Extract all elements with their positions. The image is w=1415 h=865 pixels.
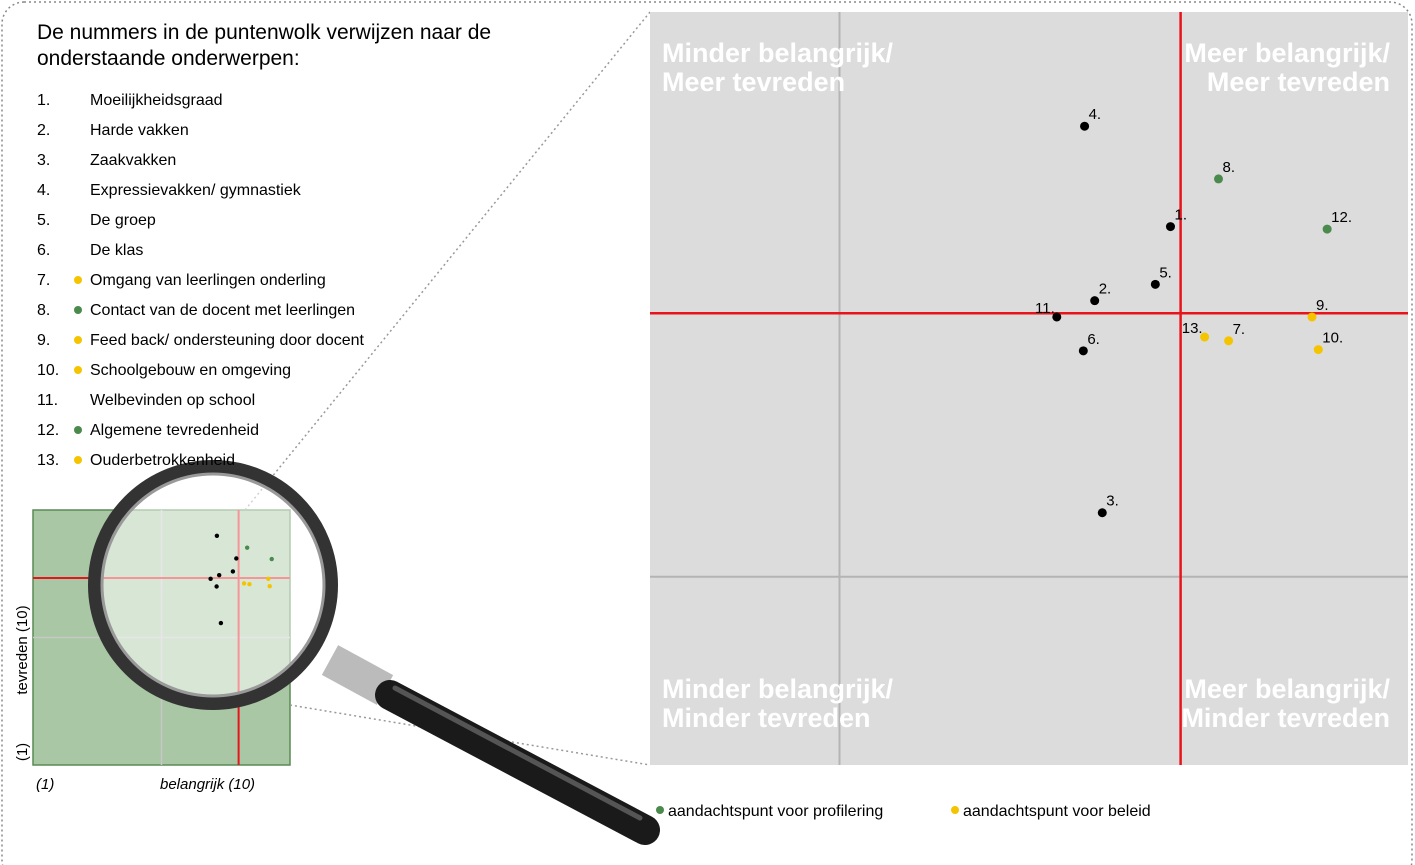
quadrant-label: Meer tevreden [1207,67,1390,97]
topic-number: 1. [37,92,50,109]
topic-text: Omgang van leerlingen onderling [90,272,326,289]
point-label: 2. [1099,281,1112,298]
magnifier-handle-shine [395,688,640,818]
point-label: 6. [1087,331,1100,348]
overview-point [270,557,274,561]
overview-point [245,545,249,549]
topic-number: 5. [37,212,50,229]
topic-text: Contact van de docent met leerlingen [90,302,355,319]
quadrant-label: Meer belangrijk/ [1184,674,1390,704]
topic-text: Algemene tevredenheid [90,422,259,439]
point-label: 4. [1089,106,1102,123]
overview-point [219,621,223,625]
topic-bullet [74,276,82,284]
point-label: 5. [1159,264,1172,281]
x-axis-label: (1) [36,776,54,793]
overview-point [231,569,235,573]
overview-point [215,534,219,538]
topic-number: 11. [37,392,58,409]
overview-point [247,582,251,586]
magnifier-handle [390,695,645,830]
topic-text: Feed back/ ondersteuning door docent [90,332,365,349]
topic-text: Welbevinden op school [90,392,255,409]
topic-list: 1. Moeilijkheidsgraad 2. Harde vakken 3. Zaak… [37,92,365,469]
zoom-line [245,12,650,510]
overview-point [234,556,238,560]
topic-number: 9. [37,332,50,349]
overview-point [217,573,221,577]
point-label: 7. [1233,321,1246,338]
point-label: 12. [1331,209,1352,226]
quadrant-label: Minder tevreden [1181,703,1390,733]
topic-text: Ouderbetrokkenheid [90,452,235,469]
overview-point [268,584,272,588]
topic-number: 4. [37,182,50,199]
topic-number: 8. [37,302,50,319]
topic-text: Zaakvakken [90,152,176,169]
topic-text: Harde vakken [90,122,189,139]
topic-text: Moeilijkheidsgraad [90,92,223,109]
topic-text: Expressievakken/ gymnastiek [90,182,302,199]
legend: aandachtspunt voor profilering aandachtsp… [656,803,1151,820]
x-axis-label: belangrijk (10) [160,776,255,793]
quadrant-label: Minder tevreden [662,703,871,733]
legend-marker [656,806,664,814]
topic-bullet [74,426,82,434]
topic-number: 6. [37,242,50,259]
page: tevreden (10) (1) (1) belangrijk (10) Minde… [0,0,1415,865]
legend-label: aandachtspunt voor profilering [668,803,883,820]
topic-number: 3. [37,152,50,169]
magnifier-collar [330,660,385,690]
y-axis-label: tevreden (10) [14,605,31,694]
topic-bullet [74,366,82,374]
overview-point [214,584,218,588]
canvas: tevreden (10) (1) (1) belangrijk (10) Minde… [0,0,1415,865]
overview-point [208,577,212,581]
topic-bullet [74,456,82,464]
overview-point [242,581,246,585]
topic-number: 13. [37,452,59,469]
topic-text: De klas [90,242,143,259]
topic-number: 7. [37,272,50,289]
topic-text: Schoolgebouw en omgeving [90,362,291,379]
topic-bullet [74,336,82,344]
legend-label: aandachtspunt voor beleid [963,803,1151,820]
overview-point [266,577,270,581]
topic-number: 2. [37,122,50,139]
quadrant-label: Minder belangrijk/ [662,674,894,704]
point-label: 10. [1322,330,1343,347]
y-axis-label: (1) [14,743,31,761]
topic-number: 10. [37,362,59,379]
topic-bullet [74,306,82,314]
legend-marker [951,806,959,814]
point-label: 1. [1174,207,1187,224]
point-label: 3. [1106,493,1119,510]
quadrant-label: Minder belangrijk/ [662,38,894,68]
point-label: 8. [1223,159,1236,176]
point-label: 11. [1035,300,1055,317]
topic-number: 12. [37,422,59,439]
point-label: 13. [1182,320,1203,337]
quadrant-label: Meer belangrijk/ [1184,38,1390,68]
point-label: 9. [1316,297,1329,314]
intro: De nummers in de puntenwolk verwijzen na… [37,20,582,72]
quadrant-label: Meer tevreden [662,67,845,97]
plot-area [650,12,1408,765]
topic-text: De groep [90,212,156,229]
